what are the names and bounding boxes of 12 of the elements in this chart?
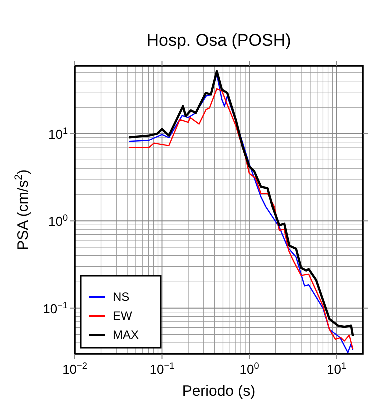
y-tick-label: 10$^{0}$ (48, 213, 68, 230)
chart-title: Hosp. Osa (POSH) (146, 31, 292, 50)
legend-label: EW (113, 309, 134, 323)
y-tick-label: 10$^{−1}$ (43, 300, 68, 316)
x-tick-label: 10$^{−1}$ (150, 361, 175, 377)
x-tick-label: 10$^{−2}$ (62, 361, 88, 377)
legend-label: NS (113, 290, 130, 304)
legend-label: MAX (113, 328, 140, 342)
y-tick-label: 10$^{1}$ (48, 126, 68, 142)
x-tick-label: 10$^{0}$ (240, 361, 260, 377)
x-axis-title: Periodo (s) (182, 383, 256, 400)
x-tick-label: 10$^{1}$ (326, 361, 346, 377)
